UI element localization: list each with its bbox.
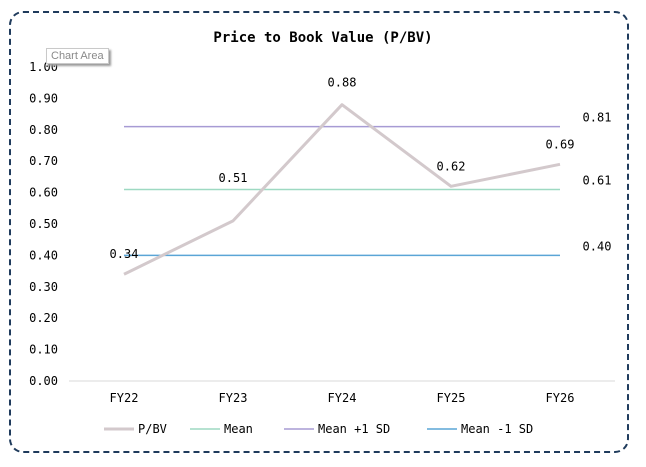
y-tick-label: 0.50 (29, 217, 58, 231)
y-tick-label: 0.80 (29, 123, 58, 137)
x-tick-label: FY23 (219, 391, 248, 405)
x-axis: FY22 FY23 FY24 FY25 FY26 (110, 391, 575, 405)
x-tick-label: FY22 (110, 391, 139, 405)
data-label: 0.62 (437, 159, 466, 173)
legend: P/BV Mean Mean +1 SD Mean -1 SD (104, 422, 533, 436)
y-axis: 0.00 0.10 0.20 0.30 0.40 0.50 0.60 0.70 0.80 0.90… (29, 60, 615, 388)
chart-title: Price to Book Value (P/BV) (213, 30, 432, 46)
legend-label: Mean -1 SD (461, 422, 533, 436)
data-label: 0.69 (546, 137, 575, 151)
data-label: 0.81 (583, 111, 612, 125)
y-tick-label: 0.90 (29, 91, 58, 105)
y-tick-label: 0.30 (29, 280, 58, 294)
chart-area-tooltip: Chart Area (46, 48, 109, 64)
y-tick-label: 0.40 (29, 248, 58, 262)
data-label: 0.34 (110, 247, 139, 261)
chart-area-border (9, 11, 629, 453)
legend-label: P/BV (138, 422, 167, 436)
data-label: 0.61 (583, 173, 612, 187)
y-tick-label: 0.70 (29, 154, 58, 168)
x-tick-label: FY26 (546, 391, 575, 405)
data-label: 0.51 (219, 171, 248, 185)
data-labels: 0.34 0.51 0.88 0.62 0.69 0.61 0.81 0.40 (110, 76, 612, 262)
legend-label: Mean (224, 422, 253, 436)
x-tick-label: FY24 (328, 391, 357, 405)
series-group (123, 103, 561, 276)
data-label: 0.88 (328, 76, 357, 90)
y-tick-label: 0.60 (29, 186, 58, 200)
y-tick-label: 0.20 (29, 311, 58, 325)
y-tick-label: 0.00 (29, 374, 58, 388)
x-tick-label: FY25 (437, 391, 466, 405)
data-label: 0.40 (583, 239, 612, 253)
legend-label: Mean +1 SD (318, 422, 390, 436)
y-tick-label: 0.10 (29, 343, 58, 357)
